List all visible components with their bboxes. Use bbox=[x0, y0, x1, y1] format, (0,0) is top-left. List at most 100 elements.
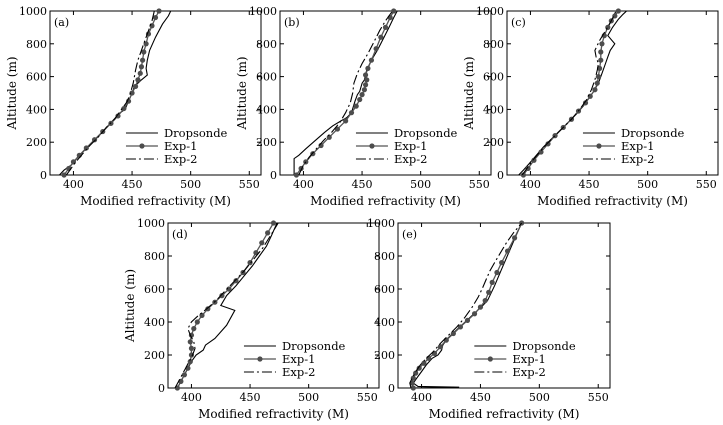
x-axis-title: Modified refractivity (M) bbox=[310, 194, 461, 208]
y-tick-label: 0 bbox=[158, 382, 165, 395]
data-point bbox=[410, 385, 416, 391]
series-line-dropsonde bbox=[176, 223, 278, 388]
data-point bbox=[132, 83, 139, 90]
x-tick-label: 500 bbox=[180, 178, 201, 191]
data-point bbox=[353, 103, 359, 109]
y-tick-label: 200 bbox=[26, 136, 47, 149]
plot-frame bbox=[49, 10, 262, 176]
data-point bbox=[416, 365, 422, 371]
data-point bbox=[365, 65, 371, 71]
x-tick-label: 400 bbox=[520, 178, 541, 191]
x-tick-label: 550 bbox=[469, 178, 490, 191]
x-tick-label: 500 bbox=[529, 391, 550, 404]
y-tick-label: 0 bbox=[388, 382, 395, 395]
data-point bbox=[247, 260, 253, 266]
y-tick-label: 200 bbox=[256, 136, 277, 149]
legend-label: Exp-2 bbox=[164, 152, 197, 166]
data-point bbox=[599, 41, 605, 47]
panel-4: 400 450 500 550 0 200 400 600 800 1000 (d) Modified… bbox=[123, 217, 380, 421]
x-tick-label: 500 bbox=[637, 178, 658, 191]
data-point bbox=[143, 41, 149, 47]
x-axis-title: Modified refractivity (M) bbox=[429, 407, 580, 421]
data-point bbox=[140, 57, 146, 63]
y-axis-title: Altitude (m) bbox=[123, 269, 137, 343]
panel-label: (e) bbox=[402, 228, 417, 241]
y-tick-label: 800 bbox=[374, 250, 395, 263]
y-tick-label: 800 bbox=[256, 38, 277, 51]
legend-label: Exp-2 bbox=[621, 152, 654, 166]
data-point bbox=[378, 34, 384, 40]
data-point bbox=[259, 240, 265, 246]
plot-frame bbox=[279, 10, 492, 176]
data-point bbox=[187, 359, 193, 365]
data-point bbox=[486, 289, 492, 295]
series-line-exp-2 bbox=[409, 223, 523, 388]
data-point bbox=[391, 8, 397, 14]
y-tick-label: 400 bbox=[256, 103, 277, 116]
data-point bbox=[205, 306, 211, 312]
y-tick-label: 800 bbox=[26, 38, 47, 51]
plot-frame bbox=[506, 10, 719, 176]
panel-label: (d) bbox=[172, 228, 188, 241]
legend-label: Exp-1 bbox=[164, 139, 197, 153]
data-point bbox=[359, 92, 365, 98]
data-point bbox=[471, 311, 478, 317]
data-point bbox=[598, 57, 604, 63]
data-point bbox=[494, 269, 500, 276]
data-point bbox=[348, 110, 355, 116]
legend-label: Exp-2 bbox=[282, 365, 315, 379]
data-point bbox=[137, 70, 143, 76]
data-point bbox=[152, 14, 159, 21]
data-point bbox=[525, 165, 531, 172]
data-point bbox=[552, 133, 558, 139]
series-line-dropsonde bbox=[293, 11, 398, 175]
data-point bbox=[70, 159, 77, 165]
x-tick-label: 450 bbox=[352, 178, 373, 191]
y-tick-label: 1000 bbox=[249, 5, 277, 18]
series-line-exp-1 bbox=[411, 223, 523, 388]
series-line-dropsonde bbox=[518, 11, 627, 175]
data-point bbox=[362, 82, 369, 88]
series-line-dropsonde bbox=[410, 223, 523, 388]
legend-label: Exp-1 bbox=[512, 352, 545, 366]
x-tick-label: 400 bbox=[63, 178, 84, 191]
y-tick-label: 400 bbox=[144, 316, 165, 329]
data-point bbox=[125, 98, 132, 104]
legend-marker bbox=[139, 143, 145, 149]
y-tick-label: 1000 bbox=[19, 5, 47, 18]
x-tick-label: 400 bbox=[293, 178, 314, 191]
y-tick-label: 1000 bbox=[137, 217, 165, 230]
series-line-exp-2 bbox=[521, 11, 617, 175]
data-point bbox=[595, 74, 602, 80]
data-point bbox=[83, 145, 89, 151]
data-point bbox=[121, 105, 127, 112]
panel-label: (c) bbox=[511, 16, 526, 29]
data-point bbox=[219, 293, 225, 299]
data-point bbox=[437, 344, 443, 350]
data-point bbox=[233, 278, 239, 284]
data-point bbox=[477, 304, 484, 310]
data-point bbox=[226, 286, 232, 292]
y-tick-label: 1000 bbox=[367, 217, 395, 230]
y-axis-title: Altitude (m) bbox=[5, 56, 19, 130]
y-tick-label: 400 bbox=[374, 316, 395, 329]
series-line-exp-2 bbox=[65, 11, 155, 175]
plot-frame bbox=[167, 222, 380, 389]
data-point bbox=[61, 172, 67, 178]
data-point bbox=[582, 100, 589, 106]
y-tick-label: 600 bbox=[256, 71, 277, 84]
legend-label: Exp-2 bbox=[512, 365, 545, 379]
y-tick-label: 0 bbox=[40, 169, 47, 182]
y-tick-label: 1000 bbox=[476, 5, 504, 18]
y-tick-label: 600 bbox=[483, 71, 504, 84]
y-tick-label: 200 bbox=[144, 349, 165, 362]
y-tick-label: 400 bbox=[483, 103, 504, 116]
data-point bbox=[343, 118, 349, 124]
x-tick-label: 550 bbox=[588, 391, 609, 404]
legend-label: Exp-2 bbox=[394, 152, 427, 166]
data-point bbox=[362, 72, 369, 78]
series-line-exp-1 bbox=[63, 11, 160, 175]
y-tick-label: 600 bbox=[144, 283, 165, 296]
data-point bbox=[499, 260, 505, 266]
x-tick-label: 550 bbox=[696, 178, 717, 191]
